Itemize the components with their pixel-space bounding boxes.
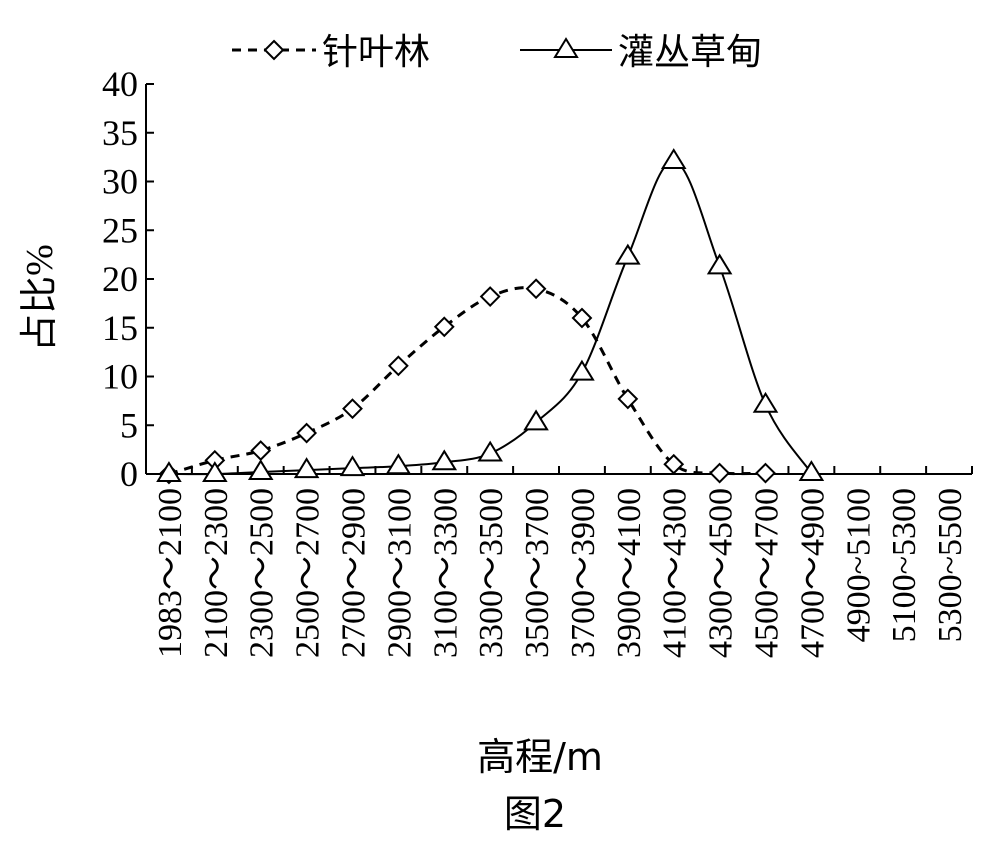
data-point-triangle (385, 453, 412, 475)
data-point-diamond (571, 307, 593, 329)
x-tick-label: 3500～3700 (519, 488, 556, 658)
y-tick-label: 35 (102, 113, 138, 153)
x-tick-label: 3100～3300 (427, 488, 464, 658)
data-point-triangle (431, 449, 458, 471)
data-point-triangle (706, 253, 733, 275)
x-tick-label: 2500～2700 (290, 488, 327, 658)
x-tick-label: 4100～4300 (657, 488, 694, 658)
data-point-triangle (523, 409, 549, 431)
data-point-triangle (156, 461, 182, 482)
legend-label-shrub-meadow: 灌丛草甸 (618, 32, 762, 73)
legend-label-conifer: 针叶林 (322, 32, 430, 73)
data-point-triangle (569, 359, 595, 381)
y-axis-ticks: 0 5 10 15 20 25 30 35 40 (102, 64, 154, 494)
data-point-diamond (755, 462, 776, 484)
y-tick-label: 5 (120, 405, 138, 445)
x-tick-label: 3300～3500 (473, 488, 510, 658)
x-tick-label: 4300～4500 (703, 488, 740, 658)
x-tick-label: 4900~5100 (840, 488, 877, 642)
series-layer (156, 148, 825, 485)
y-tick-label: 40 (102, 64, 138, 104)
legend: 针叶林 灌丛草甸 (232, 32, 762, 73)
x-tick-label: 5300~5500 (932, 488, 969, 642)
x-axis-label: 高程/m (477, 735, 603, 779)
data-point-triangle (247, 459, 274, 481)
legend-marker-triangle-icon (553, 37, 579, 58)
axes (145, 84, 972, 475)
y-tick-label: 0 (120, 454, 138, 494)
x-tick-label: 2700～2900 (336, 488, 373, 658)
data-point-diamond (433, 316, 455, 338)
x-tick-label: 3700～3900 (565, 488, 602, 658)
data-point-diamond (709, 462, 731, 484)
data-point-diamond (342, 398, 363, 420)
data-point-diamond (525, 278, 547, 300)
x-tick-label: 4700～4900 (794, 488, 831, 658)
x-axis-ticks: 1983～2100 2100～2300 2300～2500 2500～2700 2700… (145, 466, 973, 658)
x-tick-label: 2100～2300 (198, 488, 235, 658)
x-tick-label: 5100~5300 (886, 488, 923, 642)
data-point-triangle (615, 243, 641, 265)
x-tick-label: 4500～4700 (749, 488, 786, 658)
data-point-triangle (339, 455, 366, 477)
data-point-triangle (798, 460, 825, 482)
x-tick-label: 2300～2500 (244, 488, 281, 658)
legend-marker-diamond-icon (263, 39, 285, 61)
data-point-triangle (752, 391, 779, 413)
x-tick-label: 2900～3100 (381, 488, 418, 658)
x-tick-label: 3900～4100 (611, 488, 648, 658)
data-point-triangle (293, 457, 320, 479)
y-tick-label: 10 (102, 357, 138, 397)
data-point-triangle (477, 440, 503, 462)
y-tick-label: 15 (102, 308, 138, 348)
data-point-diamond (479, 286, 501, 307)
data-point-diamond (250, 440, 272, 462)
y-axis-label: 占比% (19, 244, 61, 352)
figure-caption: 图2 (504, 792, 566, 836)
data-point-triangle (660, 148, 687, 170)
series-line-1 (168, 160, 813, 476)
data-point-diamond (663, 453, 685, 475)
data-point-diamond (387, 355, 409, 377)
y-tick-label: 25 (102, 210, 138, 250)
y-tick-label: 20 (102, 259, 138, 299)
data-point-diamond (617, 388, 639, 410)
data-point-diamond (296, 422, 318, 444)
data-point-triangle (202, 461, 228, 482)
x-tick-label: 1983～2100 (152, 488, 189, 658)
y-tick-label: 30 (102, 162, 138, 202)
